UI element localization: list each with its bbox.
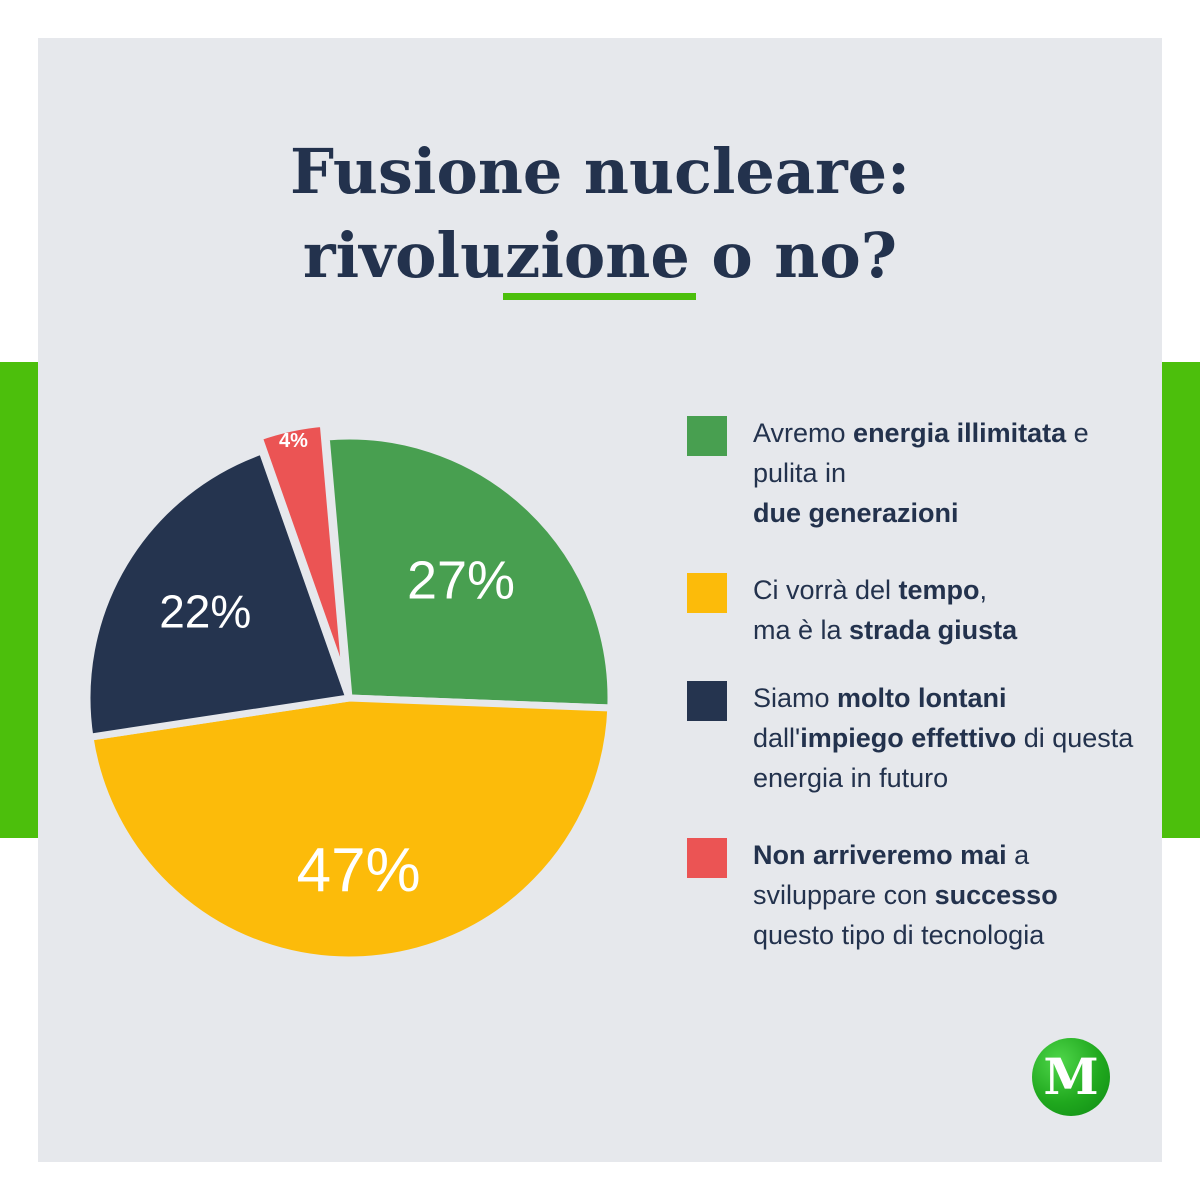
pie-labels: 27% 47% 22% 4% bbox=[159, 430, 515, 905]
left-accent-bar bbox=[0, 362, 40, 838]
title-underline bbox=[503, 293, 696, 300]
legend-text-navy: Siamo molto lontani dall'impiego effetti… bbox=[753, 678, 1143, 798]
logo-letter: M bbox=[1043, 1047, 1099, 1106]
pie-chart: 27% 47% 22% 4% bbox=[83, 419, 615, 964]
legend-text-red-part-2: a sviluppare con bbox=[753, 840, 1030, 910]
legend-text-green-part-3: e pulita in bbox=[753, 418, 1089, 488]
legend-text-navy-part-4: impiego effettivo bbox=[800, 723, 1017, 753]
pie-slices bbox=[83, 419, 615, 964]
pie-slice-green bbox=[322, 432, 615, 712]
legend-swatch-red bbox=[687, 838, 727, 878]
legend-text-red-part-3: successo bbox=[934, 880, 1058, 910]
legend-text-red: Non arriveremo mai a sviluppare con succ… bbox=[753, 835, 1143, 955]
pie-slice-red bbox=[255, 419, 350, 688]
legend-text-red-part-4: questo tipo di tecnologia bbox=[753, 920, 1045, 950]
legend-text-yellow-part-4: ma è la bbox=[753, 615, 850, 645]
legend-text-green: Avremo energia illimitata e pulita in du… bbox=[753, 413, 1143, 533]
legend-swatch-navy bbox=[687, 681, 727, 721]
pie-slice-yellow bbox=[86, 694, 615, 964]
legend-text-green-part-4: due generazioni bbox=[753, 498, 959, 528]
legend-text-red-part-1: Non arriveremo mai bbox=[753, 840, 1007, 870]
page-title: Fusione nucleare: rivoluzione o no? bbox=[38, 130, 1162, 298]
legend-text-navy-part-3: dall' bbox=[753, 723, 801, 753]
legend-text-navy-part-1: Siamo bbox=[753, 683, 838, 713]
legend-text-green-part-2: energia illimitata bbox=[853, 418, 1067, 448]
legend-text-yellow-part-5: strada giusta bbox=[849, 615, 1018, 645]
right-accent-bar bbox=[1160, 362, 1200, 838]
legend-swatch-yellow bbox=[687, 573, 727, 613]
legend-text-yellow-part-3: , bbox=[979, 575, 988, 605]
pie-slice-navy bbox=[83, 447, 353, 741]
legend-swatch-green bbox=[687, 416, 727, 456]
title-line-1: Fusione nucleare: bbox=[290, 135, 910, 208]
legend-text-green-part-1: Avremo bbox=[753, 418, 854, 448]
legend-text-navy-part-5: di questa energia in futuro bbox=[753, 723, 1134, 793]
legend-text-yellow: Ci vorrà del tempo, ma è la strada giusta bbox=[753, 570, 1143, 650]
legend-text-yellow-part-1: Ci vorrà del bbox=[753, 575, 899, 605]
pie-label-yellow: 47% bbox=[297, 836, 421, 905]
legend-text-yellow-part-2: tempo bbox=[898, 575, 980, 605]
m-logo-icon: M bbox=[1032, 1038, 1110, 1116]
title-line-2: rivoluzione o no? bbox=[302, 219, 898, 292]
pie-label-navy: 22% bbox=[159, 586, 251, 638]
legend-text-navy-part-2: molto lontani bbox=[837, 683, 1007, 713]
pie-label-red: 4% bbox=[279, 430, 308, 452]
pie-label-green: 27% bbox=[407, 550, 515, 610]
infographic-card: Fusione nucleare: rivoluzione o no? 27% 4… bbox=[38, 38, 1162, 1162]
